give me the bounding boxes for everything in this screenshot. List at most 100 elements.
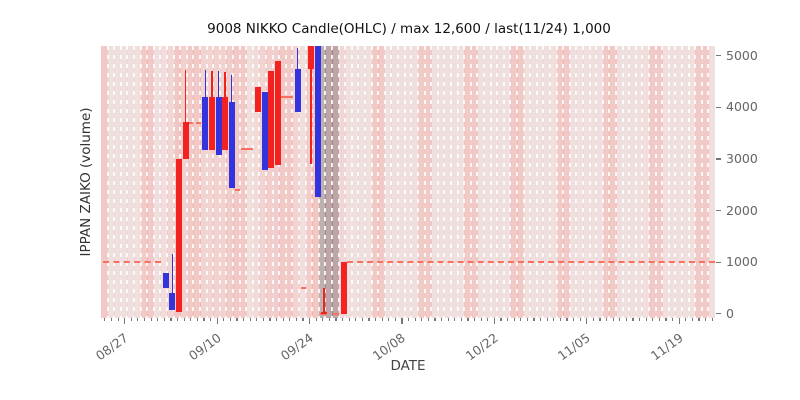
day-gridline	[152, 46, 155, 318]
day-gridline	[608, 46, 611, 318]
candle-series	[101, 46, 715, 318]
day-gridline	[416, 46, 419, 318]
day-gridline	[667, 46, 670, 318]
day-gridline	[245, 46, 248, 318]
day-column	[668, 46, 676, 318]
day-column	[629, 46, 637, 318]
candle-body	[314, 46, 321, 197]
day-gridline	[271, 46, 274, 318]
x-minor-tick	[526, 318, 529, 321]
x-minor-tick	[447, 318, 449, 321]
day-gridline	[575, 46, 578, 318]
candle-body	[228, 101, 235, 188]
day-gridline	[133, 46, 135, 318]
flat-dash-line	[320, 312, 340, 315]
day-gridline	[166, 46, 169, 318]
x-minor-tick	[520, 318, 522, 321]
x-minor-tick	[573, 318, 575, 321]
x-minor-tick	[361, 318, 363, 321]
x-minor-tick	[672, 318, 674, 321]
day-column	[563, 46, 571, 318]
x-axis-label: DATE	[390, 358, 426, 374]
weekend-column	[470, 46, 478, 318]
weekend-column	[239, 46, 247, 318]
day-column	[549, 46, 558, 318]
day-column	[576, 46, 584, 318]
day-column	[444, 46, 452, 318]
day-column	[411, 46, 419, 318]
day-column	[252, 46, 261, 318]
day-column	[437, 46, 445, 318]
weekend-column	[332, 46, 340, 318]
x-tick-label-wrap: 08/27	[54, 327, 131, 363]
day-column	[167, 46, 175, 318]
day-gridline	[515, 46, 518, 318]
flat-dash-line	[346, 261, 715, 264]
day-column	[384, 46, 393, 318]
day-gridline	[614, 46, 617, 318]
weekend-column	[563, 46, 571, 318]
x-minor-tick	[143, 318, 146, 321]
x-minor-tick	[130, 318, 132, 321]
x-minor-tick	[170, 318, 172, 321]
day-column	[239, 46, 247, 318]
x-minor-tick	[665, 318, 667, 321]
day-column	[338, 46, 346, 318]
day-gridline	[225, 46, 228, 318]
x-minor-tick	[295, 318, 297, 321]
x-major-tick	[493, 318, 495, 324]
day-gridline	[423, 46, 426, 318]
day-gridline	[291, 46, 294, 318]
x-minor-tick	[612, 318, 614, 321]
weekend-column	[655, 46, 663, 318]
x-minor-tick	[315, 318, 317, 321]
day-gridline	[535, 46, 538, 318]
day-gridline	[449, 46, 452, 318]
y-axis-label: IPPAN ZAIKO (volume)	[78, 107, 94, 257]
day-gridline	[192, 46, 195, 318]
day-column	[556, 46, 564, 318]
candle-body	[340, 262, 347, 314]
candle-body	[215, 96, 222, 155]
day-column	[688, 46, 696, 318]
y-tick	[715, 158, 721, 160]
day-gridline	[284, 46, 287, 318]
day-column	[272, 46, 280, 318]
weekend-column	[516, 46, 525, 318]
day-column	[642, 46, 650, 318]
weekend-column	[648, 46, 657, 318]
day-column	[398, 46, 406, 318]
day-gridline	[502, 46, 505, 318]
x-tick-label-wrap: 10/08	[331, 327, 408, 363]
x-minor-tick	[599, 318, 601, 321]
weekend-column	[279, 46, 287, 318]
x-minor-tick	[460, 318, 462, 321]
weekend-column	[510, 46, 518, 318]
x-minor-tick	[414, 318, 416, 321]
candle-body	[307, 46, 314, 69]
day-gridline	[344, 46, 347, 318]
candle-body	[268, 70, 275, 169]
day-gridline	[568, 46, 571, 318]
day-column	[503, 46, 511, 318]
x-minor-tick	[328, 318, 330, 321]
day-gridline	[509, 46, 512, 318]
day-gridline	[370, 46, 373, 318]
day-gridline	[311, 46, 314, 318]
day-gridline	[298, 46, 301, 318]
x-minor-tick	[467, 318, 469, 321]
candle-body	[261, 91, 268, 170]
day-column	[259, 46, 267, 318]
x-minor-tick	[209, 318, 212, 321]
day-column	[114, 46, 122, 318]
day-column	[391, 46, 399, 318]
day-gridline	[139, 46, 142, 318]
day-gridline	[496, 46, 499, 318]
day-column	[193, 46, 201, 318]
day-gridline	[106, 46, 109, 318]
x-minor-tick	[513, 318, 515, 321]
x-minor-tick	[533, 318, 535, 321]
day-gridline	[159, 46, 162, 318]
day-column	[127, 46, 135, 318]
